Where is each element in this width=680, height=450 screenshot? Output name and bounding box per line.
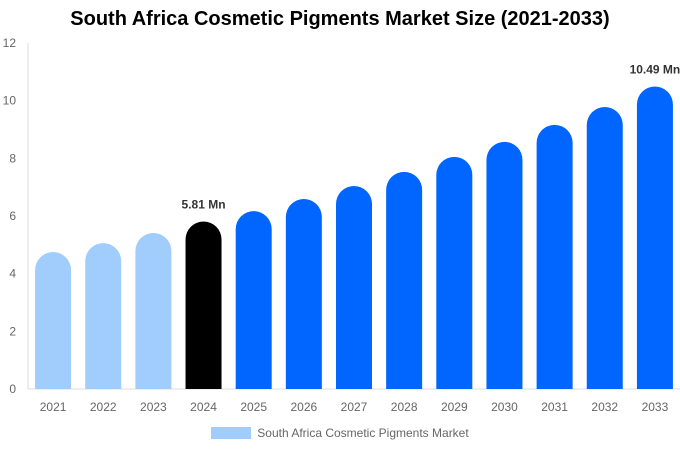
x-tick-label: 2022	[90, 400, 117, 414]
x-tick-label: 2025	[240, 400, 267, 414]
bar-2021	[35, 252, 72, 389]
y-tick-label: 2	[9, 324, 16, 338]
x-tick-label: 2021	[40, 400, 67, 414]
bar-2031	[536, 124, 573, 390]
y-tick-label: 0	[9, 382, 16, 396]
bar-2025	[235, 211, 272, 389]
bar-2024	[185, 221, 222, 389]
bar-2023	[135, 233, 172, 389]
x-tick-label: 2023	[140, 400, 167, 414]
bar-2028	[386, 171, 423, 389]
legend: South Africa Cosmetic Pigments Market	[0, 426, 680, 440]
bar-2033	[636, 86, 673, 389]
x-tick-label: 2029	[441, 400, 468, 414]
bar-2026	[285, 198, 322, 389]
x-tick-label: 2028	[391, 400, 418, 414]
data-label-2033: 10.49 Mn	[630, 63, 680, 77]
y-tick-label: 4	[9, 267, 16, 281]
x-tick-label: 2026	[290, 400, 317, 414]
y-tick-label: 8	[9, 151, 16, 165]
data-label-2024: 5.81 Mn	[182, 197, 226, 211]
bar-2022	[85, 243, 122, 389]
y-tick-label: 10	[3, 94, 17, 108]
bar-2027	[336, 186, 372, 389]
x-tick-label: 2032	[591, 400, 618, 414]
chart-title: South Africa Cosmetic Pigments Market Si…	[70, 8, 610, 30]
legend-label: South Africa Cosmetic Pigments Market	[257, 426, 469, 440]
x-tick-label: 2027	[341, 400, 368, 414]
x-tick-label: 2033	[642, 400, 669, 414]
y-tick-label: 12	[3, 36, 17, 50]
y-tick-label: 6	[9, 209, 16, 223]
bar-2029	[436, 156, 473, 389]
x-tick-label: 2030	[491, 400, 518, 414]
legend-swatch	[211, 427, 252, 439]
bar-2030	[486, 141, 523, 389]
bar-2032	[586, 107, 623, 389]
x-tick-label: 2031	[541, 400, 568, 414]
x-tick-label: 2024	[190, 400, 217, 414]
